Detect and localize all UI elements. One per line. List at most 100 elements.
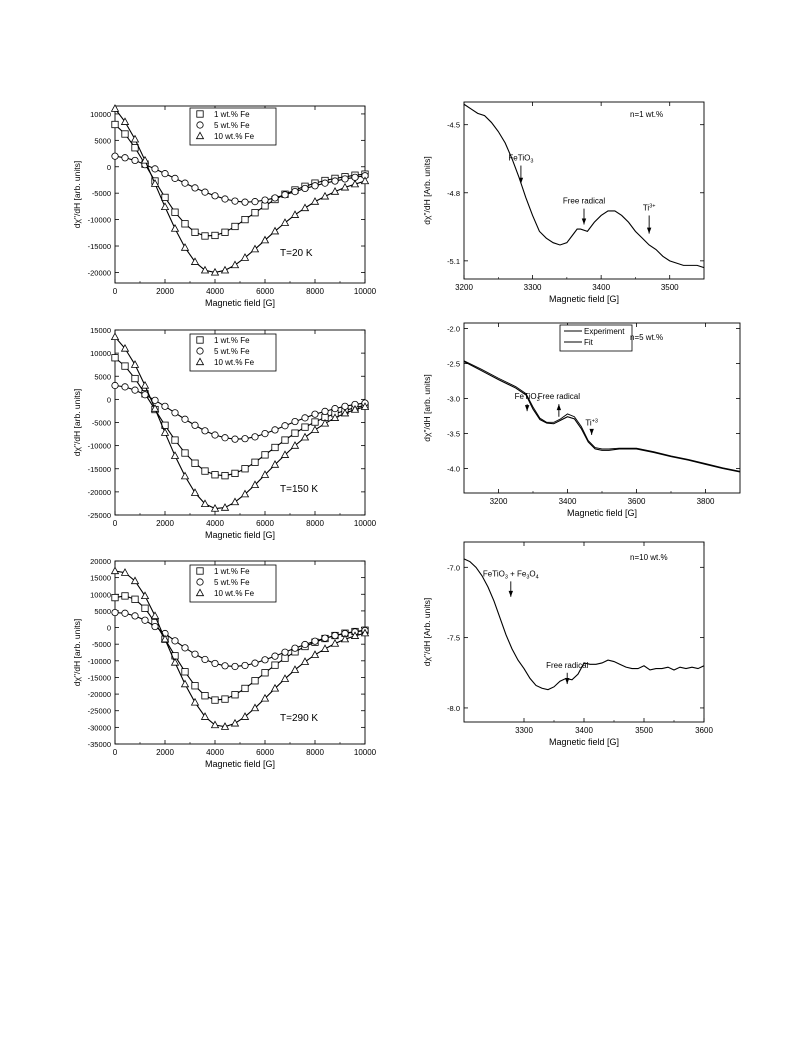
legend-box: [559, 324, 633, 352]
arrow-label: Free radical: [546, 661, 588, 670]
data-point: [130, 576, 140, 585]
feature-arrow: Free radical: [538, 392, 580, 417]
legend-marker: [195, 588, 205, 597]
legend-label: 5 wt.% Fe: [214, 347, 250, 356]
x-tick-label: 3800: [697, 497, 715, 506]
data-point: [111, 594, 119, 602]
data-point: [201, 692, 209, 700]
data-point: [191, 650, 199, 658]
y-axis-label: dχ"/dH [arb. units]: [422, 374, 432, 441]
y-tick-label: -5000: [92, 640, 111, 649]
data-point: [181, 449, 189, 457]
legend-label: 10 wt.% Fe: [214, 132, 255, 141]
data-point: [221, 695, 229, 703]
data-point: [151, 622, 159, 631]
arrow-label: Free radical: [563, 197, 605, 206]
data-point: [341, 402, 349, 410]
y-tick-label: -5.1: [447, 257, 460, 266]
data-point: [110, 332, 120, 341]
x-tick-label: 10000: [354, 748, 377, 757]
data-point: [320, 644, 330, 652]
data-point: [280, 218, 290, 226]
y-tick-label: -10000: [88, 442, 111, 451]
data-point: [191, 421, 199, 429]
data-point: [190, 488, 200, 496]
data-point: [241, 215, 249, 224]
x-tick-label: 0: [113, 748, 118, 757]
data-point: [201, 467, 209, 475]
x-tick-label: 4000: [206, 287, 224, 296]
feature-arrow: FeTiO3 + Fe3O4: [483, 569, 539, 597]
x-tick-label: 10000: [354, 519, 377, 528]
data-point: [181, 415, 189, 423]
data-point: [340, 182, 350, 191]
data-point: [360, 176, 370, 185]
x-tick-label: 4000: [206, 748, 224, 757]
data-point: [330, 638, 340, 647]
legend-label: Fit: [584, 338, 594, 347]
arrow-head: [646, 227, 652, 234]
x-tick-label: 3200: [455, 283, 473, 292]
data-point: [161, 193, 169, 202]
series-1-wt-fe: [111, 354, 369, 480]
data-point: [120, 568, 130, 576]
arrow-label: FeTiO3: [515, 392, 540, 403]
data-point: [211, 231, 219, 240]
y-tick-label: -4.0: [447, 465, 460, 474]
data-point: [181, 179, 189, 187]
data-point: [301, 640, 309, 649]
y-tick-label: -2.5: [447, 360, 460, 369]
chart-t290k: 0 2000 4000 6000 8000 10000 20000 15000 10000 500…: [72, 557, 377, 769]
feature-arrow: Ti+3: [585, 419, 598, 435]
data-point: [140, 380, 150, 389]
x-tick-label: 2000: [156, 748, 174, 757]
series-10-wt-fe: [110, 104, 370, 276]
data-point: [311, 410, 319, 418]
data-point: [231, 469, 239, 477]
y-tick-label: -3.0: [447, 395, 460, 404]
data-point: [251, 677, 259, 685]
data-point: [170, 224, 180, 232]
y-tick-label: -25000: [88, 707, 111, 716]
x-tick-label: 3500: [635, 726, 653, 735]
x-tick-label: 3600: [695, 726, 713, 735]
data-point: [131, 386, 139, 394]
data-point: [181, 668, 189, 676]
legend-marker: [196, 567, 204, 575]
data-point: [131, 144, 139, 152]
data-point: [261, 669, 269, 677]
y-tick-label: -4.5: [447, 121, 460, 130]
y-tick-label: -10000: [88, 657, 111, 666]
data-point: [161, 170, 169, 178]
data-point: [171, 174, 179, 182]
x-tick-label: 3600: [628, 497, 646, 506]
data-point: [281, 436, 289, 444]
y-tick-label: -7.5: [447, 634, 460, 643]
data-point: [151, 165, 159, 173]
data-point: [171, 637, 179, 645]
feature-arrow: Free radical: [546, 661, 589, 685]
data-point: [301, 184, 309, 193]
legend-label: 1 wt.% Fe: [214, 336, 250, 345]
x-tick-label: 6000: [256, 748, 274, 757]
data-point: [281, 422, 289, 430]
data-point: [291, 417, 299, 426]
y-axis-label: dχ"/dH [arb. units]: [72, 161, 82, 228]
data-point: [191, 228, 199, 236]
data-point: [261, 656, 269, 664]
x-tick-label: 8000: [306, 748, 324, 757]
legend-marker: [196, 110, 204, 118]
data-point: [120, 117, 130, 125]
annotation-label: n=1 wt.%: [630, 110, 663, 119]
data-point: [221, 228, 229, 236]
data-point: [131, 612, 139, 620]
data-point: [111, 120, 119, 129]
feature-arrow: Free radical: [563, 197, 605, 225]
data-point: [271, 652, 279, 660]
data-point: [331, 177, 339, 185]
data-point: [160, 202, 170, 211]
data-point: [360, 402, 370, 410]
legend-box: [189, 107, 277, 146]
data-point: [201, 188, 209, 196]
legend-label: 1 wt.% Fe: [214, 110, 250, 119]
